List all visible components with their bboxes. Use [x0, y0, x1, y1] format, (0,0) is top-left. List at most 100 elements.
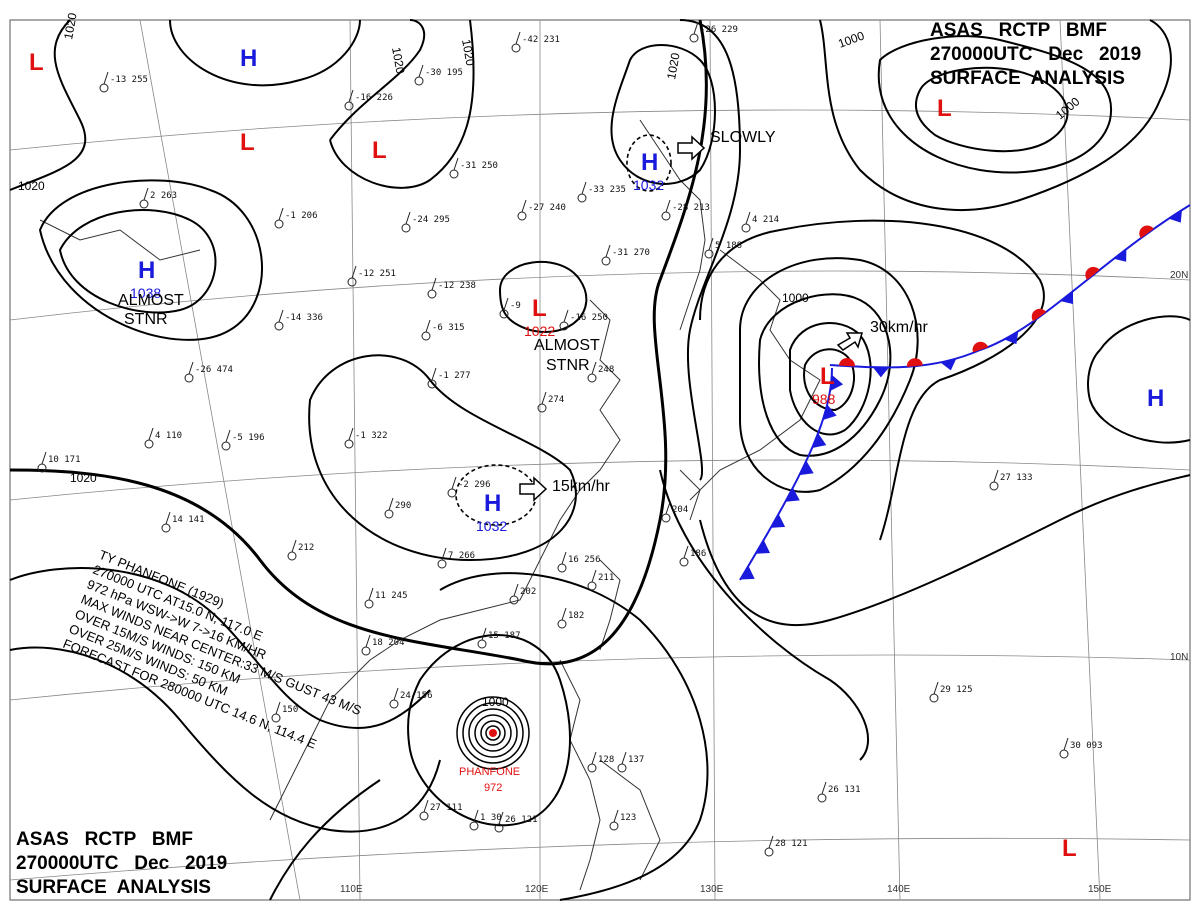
isobar-label: 1020 — [459, 38, 477, 67]
coastlines — [39, 119, 821, 891]
warm-front-semicircle — [838, 358, 855, 367]
high-center-h-china: H — [484, 490, 501, 517]
warm-front-semicircle — [1031, 308, 1047, 322]
stnr-label-c2: STNR — [546, 357, 590, 374]
station-obs-text: 186 — [690, 549, 706, 559]
longitude-label: 110E — [340, 884, 363, 895]
isobar-1020-a — [329, 19, 426, 141]
station-obs-text: -16 226 — [355, 93, 393, 103]
center-pressure-l-japan: 988 — [812, 391, 836, 407]
low-center-l-nw-corner: L — [29, 49, 44, 76]
cold-front-triangle — [1113, 248, 1127, 262]
fronts — [739, 204, 1191, 581]
station-obs-text: 7 266 — [448, 551, 475, 561]
warm-front-semicircle — [906, 358, 923, 367]
arrow-japan-low-icon — [836, 332, 863, 351]
longitude-label: 130E — [700, 884, 724, 895]
wind-barb — [278, 207, 284, 221]
cold-front-triangle — [799, 460, 814, 476]
wind-barb — [563, 309, 569, 323]
wind-barb — [561, 607, 567, 621]
isobar-1008-ty — [439, 572, 709, 901]
isobar-1020-top — [169, 19, 361, 87]
wind-barb — [188, 361, 194, 375]
station-obs-text: -24 295 — [412, 215, 450, 225]
station-obs-text: -13 255 — [110, 75, 148, 85]
wind-barb — [365, 634, 371, 648]
wind-barb — [425, 319, 431, 333]
isobar-1040 — [38, 179, 263, 341]
wind-barb — [418, 64, 424, 78]
center-pressure-h-west: 1038 — [130, 285, 161, 301]
high-center-h-east: H — [1147, 385, 1164, 412]
isobar-1020-nw — [9, 19, 87, 191]
title-agency: ASAS RCTP BMF — [930, 20, 1107, 41]
low-center-l-north-mid: L — [372, 137, 387, 164]
wind-barb — [621, 751, 627, 765]
isobar-1012-sw — [9, 567, 431, 729]
wind-barb — [275, 701, 281, 715]
isobar-label: 1020 — [389, 46, 407, 75]
station-obs-text: -5 196 — [232, 433, 265, 443]
isobar-1008-sw — [9, 646, 441, 833]
wind-barb — [405, 211, 411, 225]
china-high-speed-label: 15km/hr — [552, 478, 610, 495]
isobar-1022 — [498, 260, 588, 333]
arrow-china-high-icon — [519, 476, 548, 502]
center-pressure-h-china: 1032 — [476, 518, 507, 534]
station-obs-text: 16 256 — [568, 555, 601, 565]
wind-barb — [431, 367, 437, 381]
station-obs-text: 10 171 — [48, 455, 81, 465]
wind-barb — [393, 687, 399, 701]
wind-barb — [348, 427, 354, 441]
station-obs-text: -31 250 — [460, 161, 498, 171]
station-obs-text: 274 — [548, 395, 564, 405]
low-center-l-mongolia: L — [240, 129, 255, 156]
title-top-right: ASAS RCTP BMF 270000UTC Dec 2019 SURFACE… — [930, 20, 1141, 89]
wind-barb — [441, 547, 447, 561]
isobar-1016 — [699, 474, 1191, 626]
longitude-label: 140E — [887, 884, 911, 895]
isobar-1020-main — [9, 19, 708, 666]
luzon-coast — [559, 659, 601, 891]
isobar-1024 — [679, 19, 742, 481]
wind-barb — [933, 681, 939, 695]
wind-barb — [498, 811, 504, 825]
motion-arrows — [519, 135, 863, 502]
lon-line-150e — [1059, 19, 1101, 901]
wind-barb — [708, 237, 714, 251]
station-obs-text: 248 — [598, 365, 614, 375]
station-obs-text: 202 — [520, 587, 536, 597]
wind-barb — [368, 587, 374, 601]
station-obs-text: 27 133 — [1000, 473, 1033, 483]
isobar-1020-b — [329, 19, 475, 189]
wind-barb — [103, 71, 109, 85]
wind-barb — [148, 427, 154, 441]
wind-barb — [423, 799, 429, 813]
isobar-label: 1020 — [70, 471, 97, 485]
ryukyu — [679, 469, 701, 521]
lat-line-30n — [9, 270, 1191, 321]
low-center-l-ne: L — [937, 95, 952, 122]
cold-front-triangle — [1004, 331, 1019, 345]
isobars — [9, 19, 1191, 901]
isobar-1004-japan — [739, 257, 919, 493]
station-obs-text: 4 110 — [155, 431, 182, 441]
station-obs-text: 150 — [282, 705, 298, 715]
station-obs-text: -2 296 — [458, 480, 491, 490]
wind-barb — [693, 21, 699, 35]
cold-front-triangle — [785, 487, 800, 502]
isobar-label: 1020 — [61, 11, 79, 40]
wind-barb — [513, 583, 519, 597]
lon-line-130e — [709, 19, 716, 901]
station-obs-text: 1 30 — [480, 813, 502, 823]
low-center-l-japan: L — [820, 363, 835, 390]
wind-barb — [351, 265, 357, 279]
title-agency-bottom: ASAS RCTP BMF — [16, 829, 193, 850]
station-obs-text: 11 245 — [375, 591, 408, 601]
station-obs-text: 14 141 — [172, 515, 205, 525]
typhoon-center-icon — [489, 729, 497, 737]
map-frame — [9, 19, 1191, 901]
station-obs-text: -42 231 — [522, 35, 560, 45]
